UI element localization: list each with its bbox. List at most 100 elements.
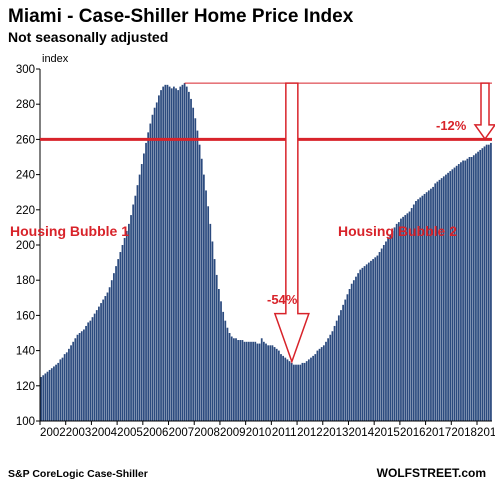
bar [271, 345, 274, 421]
bar [245, 341, 248, 421]
bar [477, 151, 479, 421]
bar [312, 355, 315, 421]
bar [155, 102, 158, 421]
x-tick-label: 2019 [477, 427, 495, 439]
bar [115, 266, 117, 421]
y-tick-label: 200 [16, 240, 35, 252]
bar [100, 303, 102, 421]
bar [318, 348, 321, 421]
bar [48, 369, 51, 421]
bar [205, 190, 207, 421]
bar [89, 320, 92, 421]
bar-series [40, 83, 492, 422]
bar [410, 208, 413, 421]
bar [310, 357, 312, 421]
bar [419, 197, 422, 421]
bar [367, 262, 370, 421]
bar [292, 364, 295, 421]
bar [485, 144, 488, 421]
x-tick-label: 2005 [117, 427, 143, 439]
bar [346, 294, 349, 421]
bar [65, 352, 68, 421]
bar [395, 223, 398, 421]
bar [202, 174, 205, 421]
decline-arrow-bubble1 [273, 82, 310, 364]
bar [408, 211, 411, 421]
bar [440, 178, 443, 421]
x-tick-label: 2004 [91, 427, 117, 439]
bar [442, 176, 445, 421]
bar [468, 157, 471, 421]
bar [359, 269, 362, 421]
bar [400, 218, 402, 421]
bar [252, 341, 255, 421]
bar [305, 361, 308, 421]
x-axis-ticks: 2002 2003 2004 2005 2006 2007 2008 2009 2010 2011… [39, 421, 495, 439]
bar [83, 329, 85, 421]
y-tick-label: 260 [16, 134, 35, 146]
bar [445, 174, 447, 421]
bar [337, 315, 340, 421]
bar [284, 357, 287, 421]
bar [46, 371, 49, 421]
annotation-drop-54: -54% [267, 292, 298, 307]
bar [70, 345, 72, 421]
y-tick-label: 240 [16, 170, 35, 182]
bar [147, 132, 150, 422]
bar [76, 334, 79, 421]
bar [181, 84, 184, 421]
bar [235, 338, 237, 421]
bar [387, 237, 389, 421]
x-tick-label: 2010 [246, 427, 272, 439]
bar [134, 195, 137, 421]
bar [397, 222, 400, 421]
x-tick-label: 2008 [194, 427, 220, 439]
bar [427, 190, 430, 421]
bar [61, 357, 64, 421]
bar [243, 341, 246, 421]
bar [213, 259, 216, 421]
bar [490, 142, 492, 422]
x-tick-label: 2002 [40, 427, 66, 439]
bar [335, 320, 338, 421]
bar [355, 276, 357, 421]
bar [224, 320, 227, 421]
bar [447, 172, 449, 421]
bar [85, 325, 87, 421]
bar [190, 98, 192, 422]
bar [220, 301, 222, 421]
bar [301, 362, 304, 421]
bar [215, 274, 218, 421]
bar [110, 280, 113, 421]
bar [455, 165, 458, 421]
bar [254, 341, 257, 421]
bar [247, 341, 250, 421]
x-tick-label: 2011 [272, 427, 297, 439]
bar [138, 174, 141, 421]
bar [325, 341, 327, 421]
bar [275, 348, 278, 421]
bar [183, 83, 186, 421]
bar [269, 345, 272, 421]
y-tick-label: 100 [16, 416, 35, 428]
bar [432, 186, 434, 421]
bar [72, 341, 75, 421]
bar [363, 266, 366, 421]
bar [282, 355, 285, 421]
bar [123, 237, 126, 421]
bar [273, 347, 276, 421]
bar [389, 234, 392, 421]
bar [93, 313, 96, 421]
bar [149, 123, 152, 421]
bar [361, 267, 364, 421]
bar [393, 227, 396, 421]
bar [378, 252, 381, 421]
bar [136, 185, 139, 421]
y-tick-label: 160 [16, 310, 35, 322]
bar [449, 171, 452, 421]
annotation-drop-12: -12% [436, 118, 467, 133]
bar [50, 368, 53, 421]
bar [295, 364, 297, 421]
bar [404, 215, 407, 421]
bar [372, 259, 374, 421]
